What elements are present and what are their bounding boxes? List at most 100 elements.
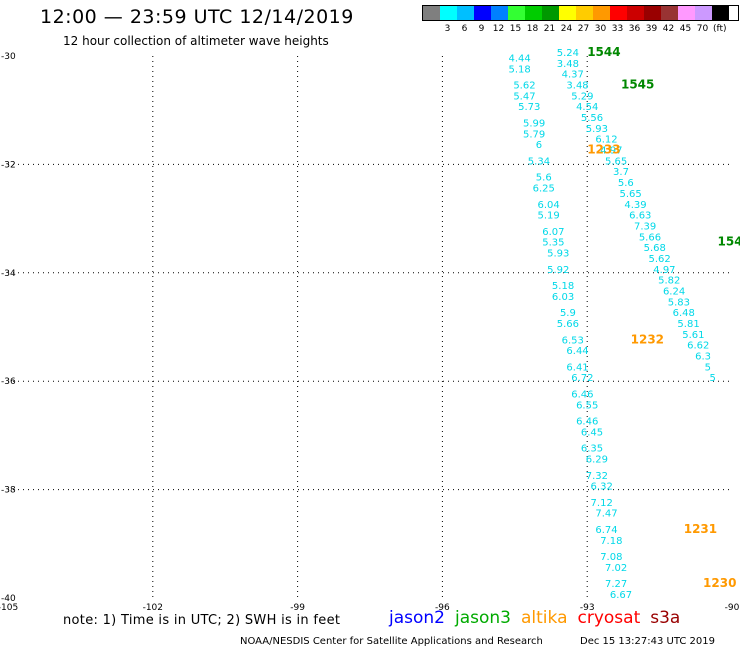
swh-value: 5.83 [668,297,690,308]
swh-value: 4.39 [624,200,646,211]
chart-subtitle: 12 hour collection of altimeter wave hei… [63,34,329,48]
legend-swatch [610,6,627,20]
y-tick-label: -34 [1,269,16,279]
x-tick-label: -90 [725,603,740,613]
swh-value: 5 [705,362,711,373]
swh-value: 7.39 [634,221,656,232]
legend-swatches [422,5,739,21]
swh-value: 5.35 [542,238,564,249]
swh-value: 6.48 [673,308,695,319]
legend-swatch [576,6,593,20]
chart-title: 12:00 — 23:59 UTC 12/14/2019 [40,6,354,28]
swh-value: 5.24 [557,48,579,59]
swh-value: 6.04 [537,200,559,211]
satellite-s3a: s3a [650,608,681,628]
swh-value: 5.66 [557,319,579,330]
swh-value: 5.18 [552,281,574,292]
swh-value: 5.81 [677,319,699,330]
legend-swatch [661,6,678,20]
pass-time-label: 1231 [684,522,717,536]
legend-label: 12 [492,24,505,34]
swh-value: 6.41 [566,362,588,373]
swh-value: 6.44 [566,346,588,357]
swh-value: 5.9 [560,308,576,319]
swh-value: 6.29 [586,455,608,466]
x-tick-label: -93 [580,603,595,613]
satellite-key: jason2 jason3 altika cryosat s3a [389,608,680,628]
satellite-cryosat: cryosat [577,608,641,628]
swh-value: 5.62 [648,254,670,265]
legend-label: 39 [645,24,658,34]
swh-value: 5.93 [547,249,569,260]
legend-swatch [440,6,457,20]
legend-label: 21 [543,24,556,34]
legend-swatch [712,6,729,20]
swh-value: 5.61 [682,330,704,341]
legend-swatch [593,6,610,20]
legend-label: (ft) [713,24,727,34]
swh-value: 6.32 [591,482,613,493]
swh-value: 5.93 [586,124,608,135]
swh-value: 5.68 [644,243,666,254]
footer-timestamp: Dec 15 13:27:43 UTC 2019 [580,636,715,647]
color-scale-legend: 3 6 9 12 15 18 21 24 27 30 33 36 39 42 45 70 (ft) [422,5,739,34]
x-tick-label: -105 [0,603,18,613]
legend-swatch [508,6,525,20]
swh-value: 6.67 [610,590,632,601]
swh-value: 5.99 [523,118,545,129]
swh-value: 4.44 [508,53,530,64]
swh-value: 5.65 [620,189,642,200]
swh-value: 5.82 [658,276,680,287]
legend-swatch [525,6,542,20]
legend-labels: 3 6 9 12 15 18 21 24 27 30 33 36 39 42 45 70 (ft) [422,24,739,34]
swh-value: 7.08 [600,552,622,563]
y-tick-label: -32 [1,160,16,170]
swh-value: 6.24 [663,286,685,297]
legend-label: 45 [679,24,692,34]
swh-value: 5.47 [513,91,535,102]
legend-swatch [542,6,559,20]
legend-label: 30 [594,24,607,34]
swh-value: 5.92 [547,265,569,276]
swh-value: 5.29 [571,91,593,102]
swh-value: 6.12 [595,135,617,146]
footer-credit: NOAA/NESDIS Center for Satellite Applica… [240,636,543,647]
legend-label: 24 [560,24,573,34]
legend-swatch [644,6,661,20]
units-note: note: 1) Time is in UTC; 2) SWH is in fe… [63,613,341,628]
legend-swatch [627,6,644,20]
swh-value: 4.54 [576,102,598,113]
swh-value: 5.19 [537,211,559,222]
swh-value: 7.02 [605,563,627,574]
swh-value: 6 [536,140,542,151]
x-tick-label: -99 [290,603,305,613]
swh-value: 6.74 [595,525,617,536]
legend-swatch [695,6,712,20]
swh-value: 7.12 [591,498,613,509]
swh-value: 6.72 [571,373,593,384]
swh-value: 6.62 [687,341,709,352]
legend-swatch [678,6,695,20]
legend-swatch [559,6,576,20]
legend-label: 33 [611,24,624,34]
swh-value: 3.48 [557,59,579,70]
swh-value: 5.18 [508,64,530,75]
swh-value: 5 [710,373,716,384]
swh-value: 3.48 [566,81,588,92]
legend-label: 42 [662,24,675,34]
swh-value: 4.97 [600,146,622,157]
satellite-jason2: jason2 [389,608,445,628]
legend-swatch [423,6,440,20]
swh-value: 5.62 [513,81,535,92]
swh-value: 6.45 [581,427,603,438]
pass-time-label: 1230 [703,576,736,590]
satellite-jason3: jason3 [455,608,511,628]
y-tick-label: -40 [1,594,16,604]
swh-value: 6.55 [576,400,598,411]
legend-label: 18 [526,24,539,34]
y-tick-label: -36 [1,377,16,387]
swh-value: 5.79 [523,129,545,140]
swh-value: 7.32 [586,471,608,482]
swh-value: 6.35 [581,444,603,455]
